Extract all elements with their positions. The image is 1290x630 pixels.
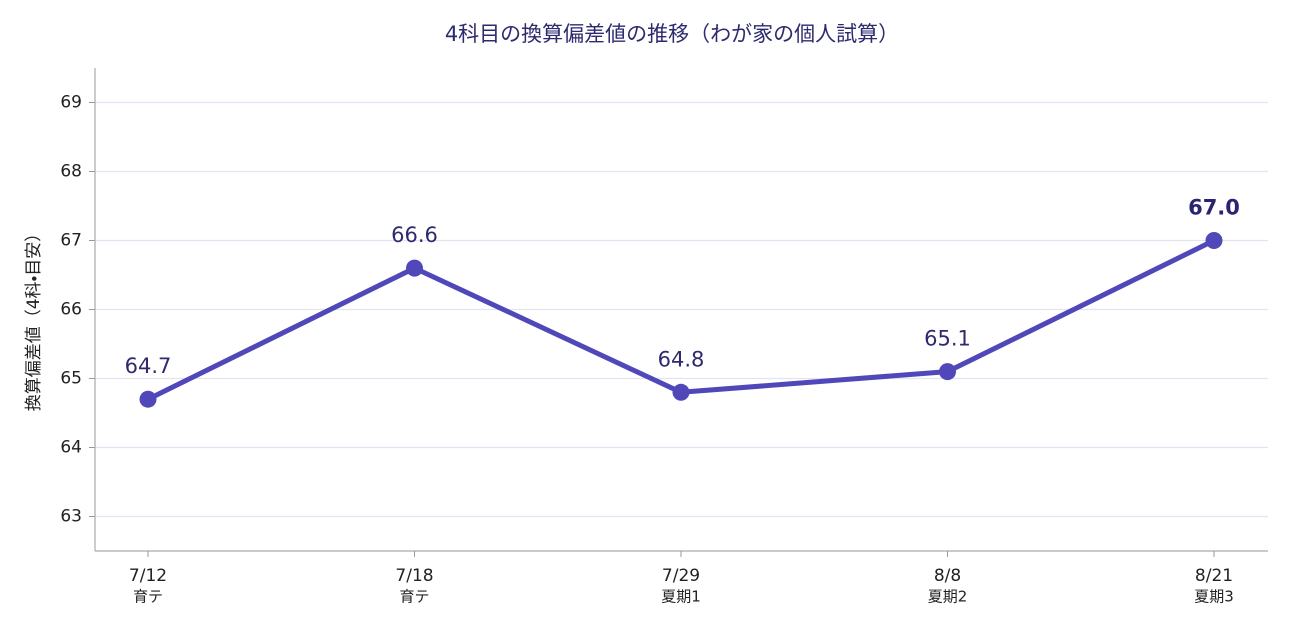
x-tick-sublabel: 育テ xyxy=(133,588,163,606)
x-tick-sublabel: 育テ xyxy=(399,588,429,606)
y-tick-label: 66 xyxy=(60,300,82,320)
x-tick-label: 7/29 xyxy=(662,566,700,586)
value-label: 66.6 xyxy=(391,223,438,247)
value-label: 64.8 xyxy=(658,347,705,371)
value-label: 65.1 xyxy=(924,327,971,351)
x-tick-label: 8/21 xyxy=(1195,566,1233,586)
x-tick-sublabel: 夏期2 xyxy=(928,588,968,606)
y-tick-label: 67 xyxy=(60,231,82,251)
y-tick-label: 64 xyxy=(60,438,82,458)
y-tick-label: 69 xyxy=(60,93,82,113)
point xyxy=(939,363,956,381)
y-axis-label: 換算偏差値（4科・目安） xyxy=(24,225,44,412)
value-label: 64.7 xyxy=(125,354,172,378)
y-tick-label: 68 xyxy=(60,162,82,182)
y-tick-label: 65 xyxy=(60,369,82,389)
point xyxy=(1205,232,1223,249)
line xyxy=(146,238,1216,402)
x-tick-label: 8/8 xyxy=(934,566,961,586)
point xyxy=(672,383,690,401)
chart-title: 4科目の換算偏差値の推移（わが家の個人試算） xyxy=(445,22,899,46)
x-tick-label: 7/12 xyxy=(129,566,167,586)
point xyxy=(406,259,423,277)
x-tick-label: 7/18 xyxy=(395,566,433,586)
value-label: 67.0 xyxy=(1188,196,1240,220)
point xyxy=(139,390,157,408)
x-tick-sublabel: 夏期1 xyxy=(661,588,701,606)
y-tick-label: 63 xyxy=(60,507,82,527)
x-tick-sublabel: 夏期3 xyxy=(1194,588,1234,606)
